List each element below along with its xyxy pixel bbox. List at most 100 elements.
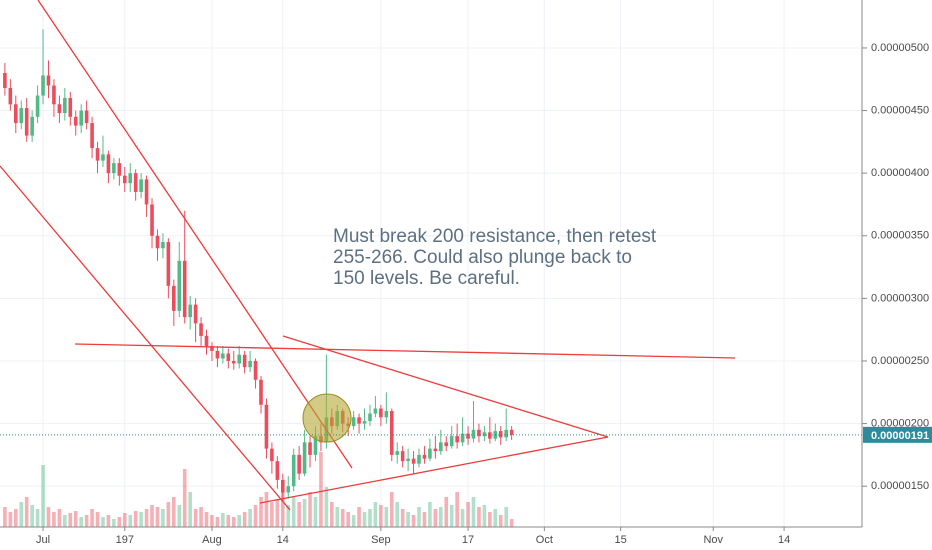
candle-body <box>73 116 78 126</box>
candle-body <box>368 413 372 422</box>
highlight-circle <box>302 393 352 443</box>
y-tick-label: 0.00000350 <box>871 230 929 242</box>
volume-bar <box>373 502 378 527</box>
y-tick-label: 0.00000150 <box>871 480 929 492</box>
candle-body <box>384 411 389 418</box>
volume-bar <box>35 509 40 527</box>
trend-line <box>0 165 291 511</box>
candle-body <box>182 260 187 318</box>
x-tick-label: Oct <box>536 534 553 546</box>
candle-body <box>14 104 18 124</box>
volume-bar <box>384 507 389 527</box>
volume-bar <box>259 497 263 527</box>
candle-body <box>242 354 247 368</box>
candle-body <box>389 411 394 455</box>
candle-body <box>41 75 45 96</box>
volume-bar <box>166 502 171 527</box>
candle-body <box>297 454 301 474</box>
x-tick-label: Aug <box>202 534 222 546</box>
candle-body <box>166 242 171 286</box>
volume-bar <box>340 509 345 527</box>
volume-bar <box>177 505 182 527</box>
candle-body <box>444 442 449 447</box>
candle-body <box>150 204 154 236</box>
candle-body <box>504 429 508 438</box>
candle-body <box>308 442 312 455</box>
volume-bar <box>139 512 143 527</box>
volume-bar <box>172 497 176 527</box>
volume-bar <box>297 502 301 527</box>
candle-layer <box>3 29 514 502</box>
candle-body <box>231 360 236 364</box>
volume-bar <box>150 505 154 527</box>
candle-body <box>482 432 487 437</box>
trend-line <box>259 436 609 504</box>
volume-bar <box>460 509 465 527</box>
volume-bar <box>199 507 203 527</box>
volume-bar <box>275 499 280 527</box>
volume-bar <box>313 497 318 527</box>
volume-bar <box>248 509 252 527</box>
volume-bar <box>280 487 285 527</box>
trend-line <box>37 0 353 469</box>
candle-body <box>460 433 465 443</box>
volume-bar <box>477 507 481 527</box>
volume-bar <box>330 502 334 527</box>
volume-bar <box>395 502 400 527</box>
volume-bar <box>237 515 242 527</box>
volume-bar <box>68 513 73 527</box>
volume-bar <box>335 507 340 527</box>
candle-body <box>411 458 416 464</box>
volume-bar <box>221 513 225 527</box>
volume-bar <box>90 509 94 527</box>
candle-body <box>237 354 242 364</box>
volume-bar <box>389 492 394 527</box>
volume-bar <box>226 515 231 527</box>
y-tick-label: 0.00000500 <box>871 42 929 54</box>
y-tick-label: 0.00000300 <box>871 292 929 304</box>
candle-body <box>79 110 83 126</box>
candle-body <box>248 360 252 368</box>
volume-bar <box>270 502 274 527</box>
volume-bar <box>210 515 214 527</box>
candle-body <box>101 154 105 161</box>
candle-body <box>139 179 143 192</box>
annotation: Must break 200 resistance, then retest <box>333 226 657 247</box>
volume-bar <box>324 487 329 527</box>
candle-body <box>498 431 503 438</box>
volume-bar <box>188 492 192 527</box>
x-tick-label: Jul <box>36 534 50 546</box>
volume-bar <box>400 509 405 527</box>
volume-bar <box>79 517 83 527</box>
volume-bar <box>63 515 67 527</box>
volume-bar <box>253 505 258 527</box>
volume-bar <box>466 502 470 527</box>
volume-bar <box>14 509 18 527</box>
candle-body <box>117 163 122 176</box>
volume-bar <box>41 465 45 527</box>
volume-bar <box>406 512 410 527</box>
volume-bar <box>24 497 29 527</box>
volume-bar <box>455 492 459 527</box>
candle-body <box>35 95 40 117</box>
candle-body <box>264 404 269 449</box>
volume-bar <box>133 511 138 527</box>
candle-body <box>270 448 274 462</box>
x-tick-label: 197 <box>116 534 134 546</box>
candle-body <box>253 360 258 380</box>
volume-bar <box>357 507 361 527</box>
candle-body <box>144 179 149 205</box>
drawings <box>0 0 736 511</box>
volume-bar <box>379 505 383 527</box>
volume-bar <box>422 512 427 527</box>
volume-bar <box>231 517 236 527</box>
candle-body <box>128 173 133 184</box>
x-tick-label: 17 <box>462 534 474 546</box>
candle-body <box>215 350 220 359</box>
volume-bar <box>95 512 100 527</box>
volume-bar <box>73 511 78 527</box>
candle-body <box>362 421 367 424</box>
volume-bar <box>351 515 356 527</box>
